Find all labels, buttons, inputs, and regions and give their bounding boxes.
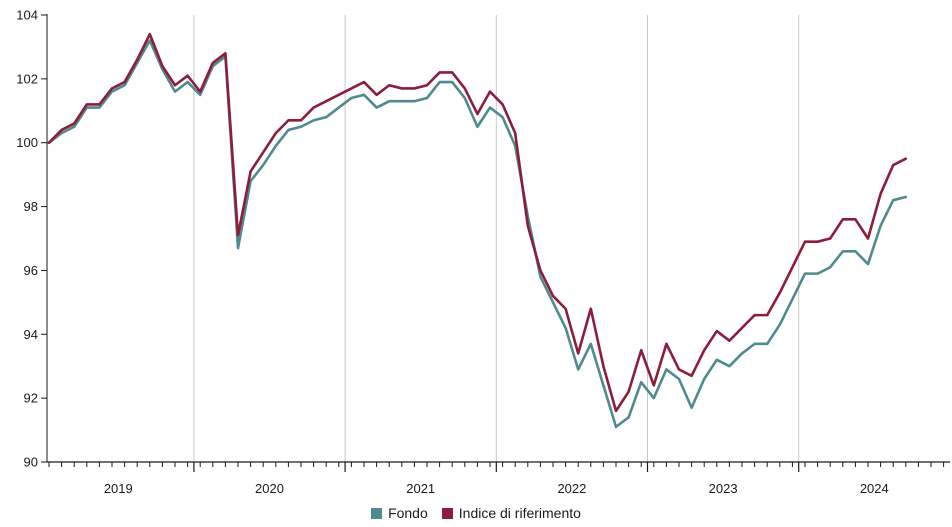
- x-tick-label: 2024: [860, 481, 889, 496]
- x-tick-label: 2021: [406, 481, 435, 496]
- y-tick-label: 100: [16, 135, 38, 150]
- legend-item-fondo: Fondo: [371, 505, 428, 521]
- legend-label-fondo: Fondo: [388, 505, 428, 521]
- series-line-indice-di-riferimento: [47, 32, 908, 413]
- y-tick-label: 90: [24, 455, 38, 470]
- y-tick-label: 96: [24, 263, 38, 278]
- y-tick-label: 104: [16, 8, 38, 23]
- x-tick-label: 2020: [255, 481, 284, 496]
- y-tick-label: 92: [24, 391, 38, 406]
- y-tick-label: 102: [16, 71, 38, 86]
- y-tick-label: 98: [24, 199, 38, 214]
- y-axis: 90 92 94 96 98 100 102 104: [16, 8, 48, 470]
- legend: Fondo Indice di riferimento: [0, 505, 952, 521]
- x-tick-label: 2023: [709, 481, 738, 496]
- series-layer: [47, 32, 908, 429]
- series-line-fondo: [47, 39, 908, 429]
- year-gridlines: [193, 15, 800, 462]
- legend-swatch-indice: [441, 507, 453, 519]
- legend-item-indice: Indice di riferimento: [441, 505, 581, 521]
- x-axis: 2019 2020 2021 2022 2023 2024: [47, 461, 950, 496]
- x-tick-label: 2022: [557, 481, 586, 496]
- y-tick-label: 94: [24, 327, 38, 342]
- legend-label-indice: Indice di riferimento: [458, 505, 581, 521]
- legend-swatch-fondo: [371, 507, 383, 519]
- x-tick-label: 2019: [104, 481, 133, 496]
